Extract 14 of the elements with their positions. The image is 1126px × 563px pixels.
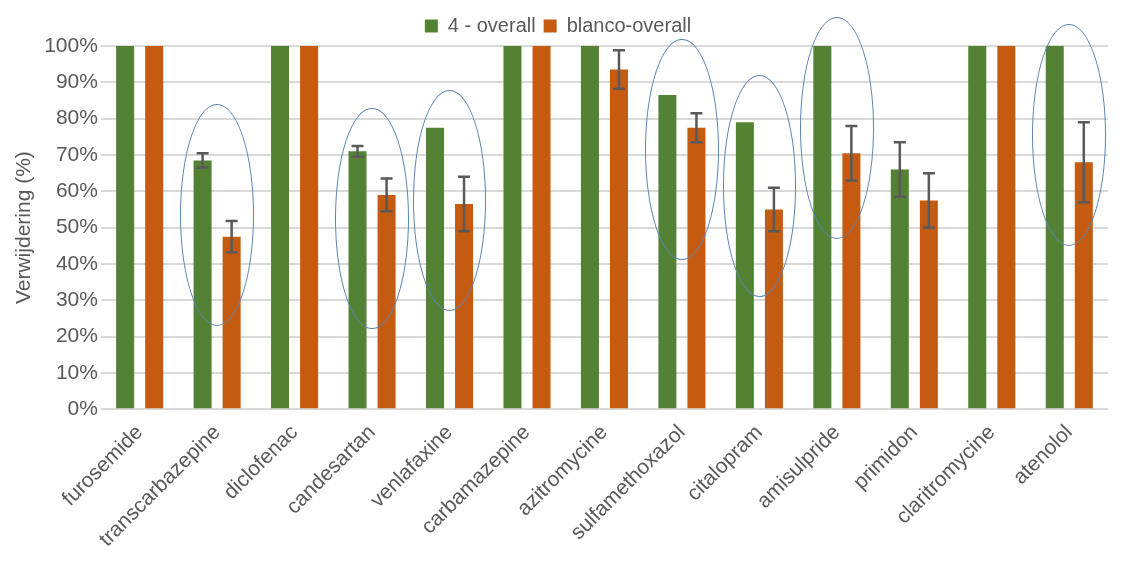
y-tick-label: 0% (67, 396, 98, 420)
y-tick-label: 10% (55, 359, 98, 383)
y-tick-label: 70% (55, 141, 98, 165)
y-tick-label: 60% (55, 178, 98, 202)
y-tick-label: 20% (55, 323, 98, 347)
y-tick-label: 50% (55, 214, 98, 238)
y-tick-label: 40% (55, 250, 98, 274)
legend-label: blanco-overall (566, 13, 692, 36)
y-tick-label: 90% (55, 69, 98, 93)
y-tick-label: 80% (55, 105, 98, 129)
y-tick-label: 30% (55, 287, 98, 311)
legend-label: 4 - overall (447, 13, 536, 36)
y-tick-label: 100% (44, 32, 98, 56)
y-axis-title: Verwijdering (%) (11, 151, 35, 305)
